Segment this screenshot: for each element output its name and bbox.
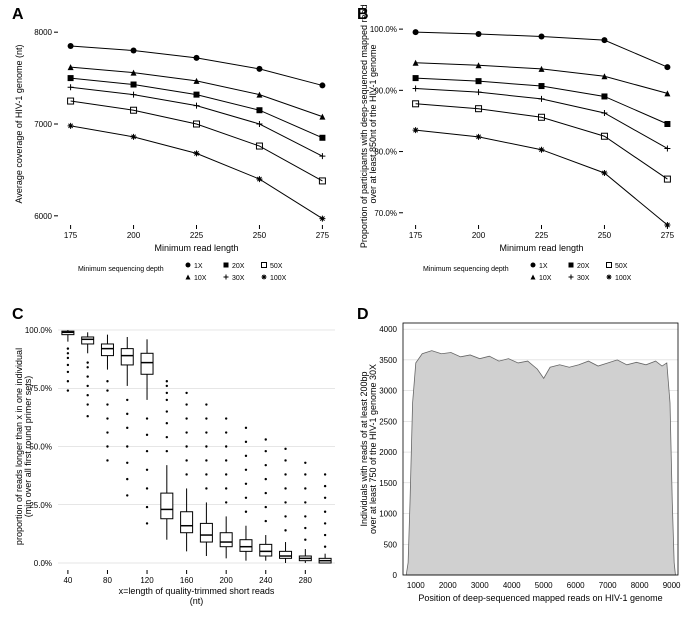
svg-text:Minimum sequencing depth: Minimum sequencing depth xyxy=(78,266,164,273)
svg-text:250: 250 xyxy=(598,231,612,240)
svg-text:C: C xyxy=(12,306,24,323)
svg-text:250: 250 xyxy=(253,231,267,240)
svg-text:Minimum sequencing depth: Minimum sequencing depth xyxy=(423,266,509,273)
svg-text:1000: 1000 xyxy=(379,510,397,519)
svg-text:500: 500 xyxy=(384,540,398,549)
svg-text:x=length of quality-trimmed sh: x=length of quality-trimmed short reads xyxy=(119,586,275,596)
svg-text:100X: 100X xyxy=(270,275,287,282)
svg-text:2000: 2000 xyxy=(379,448,397,457)
svg-text:30X: 30X xyxy=(232,275,245,282)
svg-text:Position of deep-sequenced map: Position of deep-sequenced mapped reads … xyxy=(418,593,662,603)
svg-text:2000: 2000 xyxy=(439,581,457,590)
svg-text:7000: 7000 xyxy=(34,120,52,129)
svg-text:over at least 850nt of the HIV: over at least 850nt of the HIV-1 genome xyxy=(368,44,378,203)
svg-text:A: A xyxy=(12,6,24,23)
panel-a: A 6000 7000 8000 175 200 225 250 275 Minimum read… xyxy=(10,5,345,295)
svg-text:225: 225 xyxy=(535,231,549,240)
svg-text:20X: 20X xyxy=(232,263,245,270)
svg-text:70.0%: 70.0% xyxy=(374,209,397,218)
svg-text:4000: 4000 xyxy=(379,325,397,334)
svg-text:175: 175 xyxy=(64,231,78,240)
svg-text:6000: 6000 xyxy=(34,212,52,221)
svg-text:160: 160 xyxy=(180,576,194,585)
panel-b: B70.0%80.0%90.0%100.0%175200225250275Min… xyxy=(355,5,690,295)
svg-text:Average coverage of HIV-1 geno: Average coverage of HIV-1 genome (nt) xyxy=(14,45,24,204)
svg-text:7000: 7000 xyxy=(599,581,617,590)
svg-text:3500: 3500 xyxy=(379,356,397,365)
svg-text:100.0%: 100.0% xyxy=(25,326,52,335)
svg-text:100.0%: 100.0% xyxy=(370,25,397,34)
svg-text:8000: 8000 xyxy=(631,581,649,590)
svg-text:120: 120 xyxy=(140,576,154,585)
svg-text:6000: 6000 xyxy=(567,581,585,590)
svg-text:5000: 5000 xyxy=(535,581,553,590)
svg-text:10X: 10X xyxy=(194,275,207,282)
svg-text:200: 200 xyxy=(472,231,486,240)
svg-text:175: 175 xyxy=(409,231,423,240)
svg-text:3000: 3000 xyxy=(379,387,397,396)
svg-text:200: 200 xyxy=(127,231,141,240)
svg-text:30X: 30X xyxy=(577,275,590,282)
svg-text:80: 80 xyxy=(103,576,112,585)
svg-text:280: 280 xyxy=(299,576,313,585)
svg-text:9000: 9000 xyxy=(663,581,681,590)
svg-text:Minimum read length: Minimum read length xyxy=(154,243,238,253)
svg-text:1000: 1000 xyxy=(407,581,425,590)
svg-text:275: 275 xyxy=(661,231,675,240)
svg-text:Minimum read length: Minimum read length xyxy=(499,243,583,253)
svg-text:over at least 750 of the HIV-1: over at least 750 of the HIV-1 genome 30… xyxy=(368,364,378,534)
svg-text:0: 0 xyxy=(393,571,398,580)
svg-text:50X: 50X xyxy=(615,263,628,270)
svg-text:225: 225 xyxy=(190,231,204,240)
svg-text:3000: 3000 xyxy=(471,581,489,590)
svg-text:10X: 10X xyxy=(539,275,552,282)
svg-text:1500: 1500 xyxy=(379,479,397,488)
svg-text:2500: 2500 xyxy=(379,417,397,426)
svg-text:8000: 8000 xyxy=(34,28,52,37)
svg-text:1X: 1X xyxy=(194,263,203,270)
svg-text:240: 240 xyxy=(259,576,273,585)
panel-d: D 0 500 1000 1500 2000 2500 3000 3500 4000 1000 200… xyxy=(355,305,690,615)
svg-text:40: 40 xyxy=(63,576,72,585)
svg-text:275: 275 xyxy=(316,231,330,240)
svg-text:100X: 100X xyxy=(615,275,632,282)
svg-text:20X: 20X xyxy=(577,263,590,270)
svg-text:(nt): (nt) xyxy=(190,596,204,606)
panel-c: C0.0%25.0%50.0%75.0%100.0%40801201602002… xyxy=(10,305,345,615)
svg-text:0.0%: 0.0% xyxy=(34,559,52,568)
svg-text:D: D xyxy=(357,306,369,323)
svg-text:4000: 4000 xyxy=(503,581,521,590)
svg-text:200: 200 xyxy=(219,576,233,585)
svg-text:1X: 1X xyxy=(539,263,548,270)
svg-text:50X: 50X xyxy=(270,263,283,270)
svg-text:(min over all first round prim: (min over all first round primer sets) xyxy=(23,376,33,518)
figure-root: A 6000 7000 8000 175 200 225 250 275 Minimum read… xyxy=(0,0,700,625)
